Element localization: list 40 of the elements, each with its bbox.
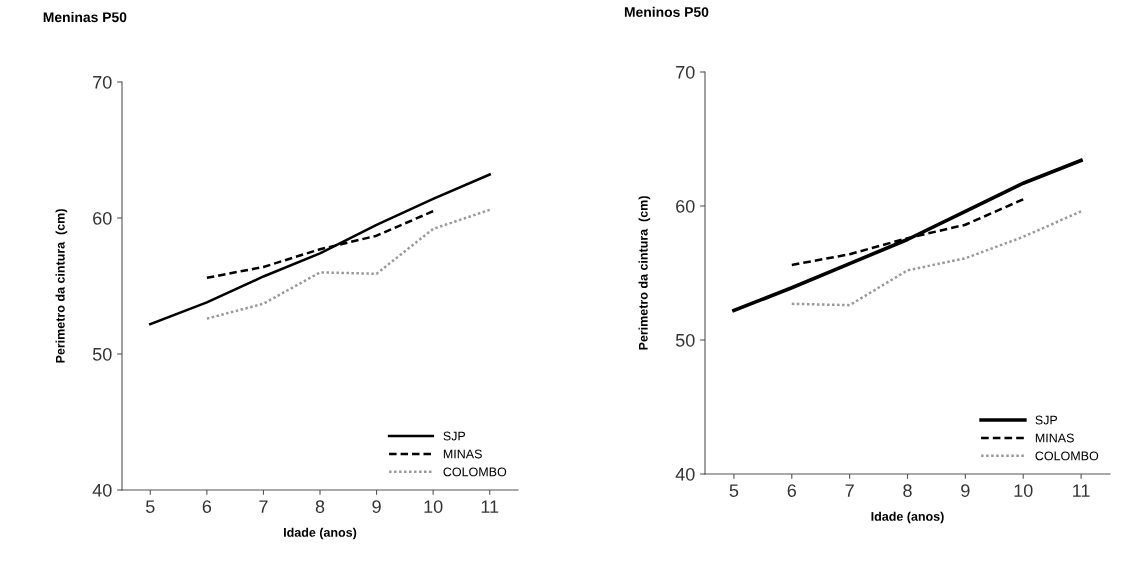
x-tick-label: 11 <box>1073 484 1090 497</box>
x-tick-label: 9 <box>372 500 381 513</box>
x-tick-label: 7 <box>845 484 854 497</box>
line-series <box>149 173 491 326</box>
legend-label: MINAS <box>1035 433 1074 443</box>
y-tick-label: 40 <box>92 483 112 497</box>
x-tick-label: 8 <box>315 500 325 513</box>
x-tick-label: 6 <box>787 484 797 497</box>
x-tick-label: 6 <box>202 500 212 513</box>
chart-title: Meninas P50 <box>43 11 127 23</box>
x-tick-label: 5 <box>729 484 739 497</box>
x-tick-label: 7 <box>259 500 268 513</box>
x-tick-label: 11 <box>481 500 499 513</box>
x-axis-title: Idade (anos) <box>871 511 944 524</box>
y-tick-label: 60 <box>676 199 695 213</box>
legend-label: COLOMBO <box>1035 451 1099 461</box>
x-tick-label: 5 <box>145 500 155 513</box>
line-series <box>732 158 1083 313</box>
y-tick-label: 60 <box>93 211 112 225</box>
x-axis-title: Idade (anos) <box>284 527 357 540</box>
line-series <box>790 198 1025 267</box>
legend-label: SJP <box>1035 415 1058 425</box>
y-tick-label: 70 <box>93 75 112 89</box>
y-tick-label: 50 <box>92 347 112 361</box>
x-tick-label: 9 <box>961 484 970 497</box>
line-series <box>790 210 1083 307</box>
y-tick-label: 70 <box>676 65 695 79</box>
legend-label: MINAS <box>443 449 482 459</box>
line-series <box>205 209 435 280</box>
y-tick-label: 50 <box>675 333 695 347</box>
y-axis-title: Perimetro da cintura (cm) <box>55 209 68 363</box>
y-tick-label: 40 <box>675 467 695 481</box>
line-series <box>205 208 491 320</box>
legend-label: SJP <box>443 431 466 441</box>
x-tick-label: 10 <box>424 500 443 513</box>
x-tick-label: 10 <box>1014 484 1033 497</box>
chart-title: Meninos P50 <box>624 6 709 17</box>
x-tick-label: 8 <box>903 484 912 497</box>
y-axis-title: Perimetro da cintura (cm) <box>638 196 651 350</box>
legend-label: COLOMBO <box>443 467 507 477</box>
